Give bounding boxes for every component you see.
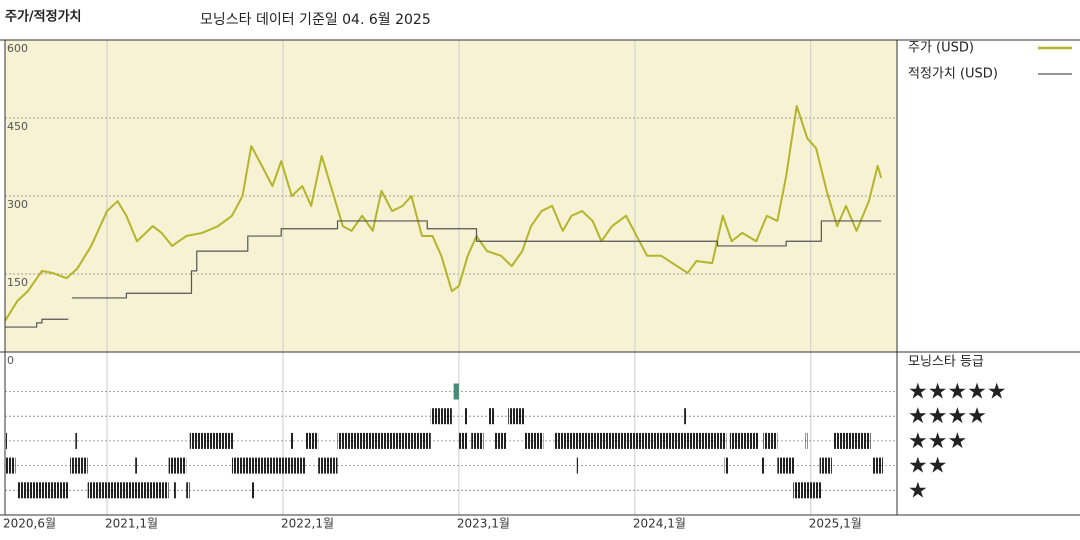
x-tick-label: 2020,6월 <box>3 517 56 531</box>
series-line <box>5 220 882 328</box>
rating-segment <box>524 432 544 449</box>
rating-segment <box>508 408 525 425</box>
rating-segment <box>186 482 190 499</box>
rating-label: ★★ <box>908 454 947 479</box>
rating-segment <box>173 482 176 499</box>
rating-segment <box>251 482 255 499</box>
rating-segment <box>337 432 431 449</box>
x-tick-label: 2024,1월 <box>633 517 686 531</box>
rating-segment <box>231 457 306 474</box>
y-tick-label: 600 <box>7 42 28 55</box>
chart-title: 주가/적정가치 <box>5 9 82 25</box>
rating-segment <box>5 457 16 474</box>
rating-segment <box>168 457 187 474</box>
rating-segment <box>5 432 7 449</box>
rating-segment <box>464 408 468 425</box>
rating-segment <box>430 408 452 425</box>
x-tick-label: 2021,1월 <box>105 517 158 531</box>
rating-segment <box>819 457 832 474</box>
rating-label: ★★★★ <box>908 404 987 429</box>
rating-segment <box>453 383 459 400</box>
rating-segment <box>458 432 468 449</box>
series-line <box>4 105 883 322</box>
y-tick-label: 450 <box>7 120 28 133</box>
rating-segment <box>75 432 78 449</box>
rating-segment <box>833 432 871 449</box>
x-tick-label: 2022,1월 <box>281 517 334 531</box>
rating-label: ★★★★★ <box>908 380 1007 405</box>
rating-segment <box>189 432 234 449</box>
rating-segment <box>318 457 338 474</box>
rating-segment <box>576 457 579 474</box>
rating-segment <box>684 408 687 425</box>
rating-segment <box>70 457 88 474</box>
rating-segment <box>135 457 138 474</box>
x-tick-label: 2025,1월 <box>809 517 862 531</box>
rating-segment <box>763 432 778 449</box>
rating-segment <box>872 457 883 474</box>
rating-segment <box>305 432 319 449</box>
rating-segment <box>494 432 507 449</box>
rating-segment <box>290 432 294 449</box>
rating-segment <box>777 457 795 474</box>
y-tick-label: 300 <box>7 198 28 211</box>
x-tick-label: 2023,1월 <box>457 517 510 531</box>
y-tick-label: 0 <box>7 354 14 367</box>
rating-segment <box>17 482 69 499</box>
rating-segment <box>761 457 766 474</box>
rating-label: ★ <box>908 478 928 503</box>
rating-label: ★★★ <box>908 429 967 454</box>
rating-segment <box>805 432 808 449</box>
legend-label: 주가 (USD) <box>908 41 974 56</box>
rating-segment <box>553 432 727 449</box>
chart-subtitle: 모닝스타 데이터 기준일 04. 6월 2025 <box>200 12 431 28</box>
rating-segment <box>793 482 822 499</box>
y-tick-label: 150 <box>7 276 28 289</box>
rating-segment <box>724 457 729 474</box>
rating-segment <box>87 482 169 499</box>
rating-segment <box>729 432 759 449</box>
rating-segment <box>488 408 495 425</box>
legend-label: 적정가치 (USD) <box>908 67 998 82</box>
rating-title: 모닝스타 등급 <box>908 355 984 370</box>
rating-segment <box>471 432 484 449</box>
